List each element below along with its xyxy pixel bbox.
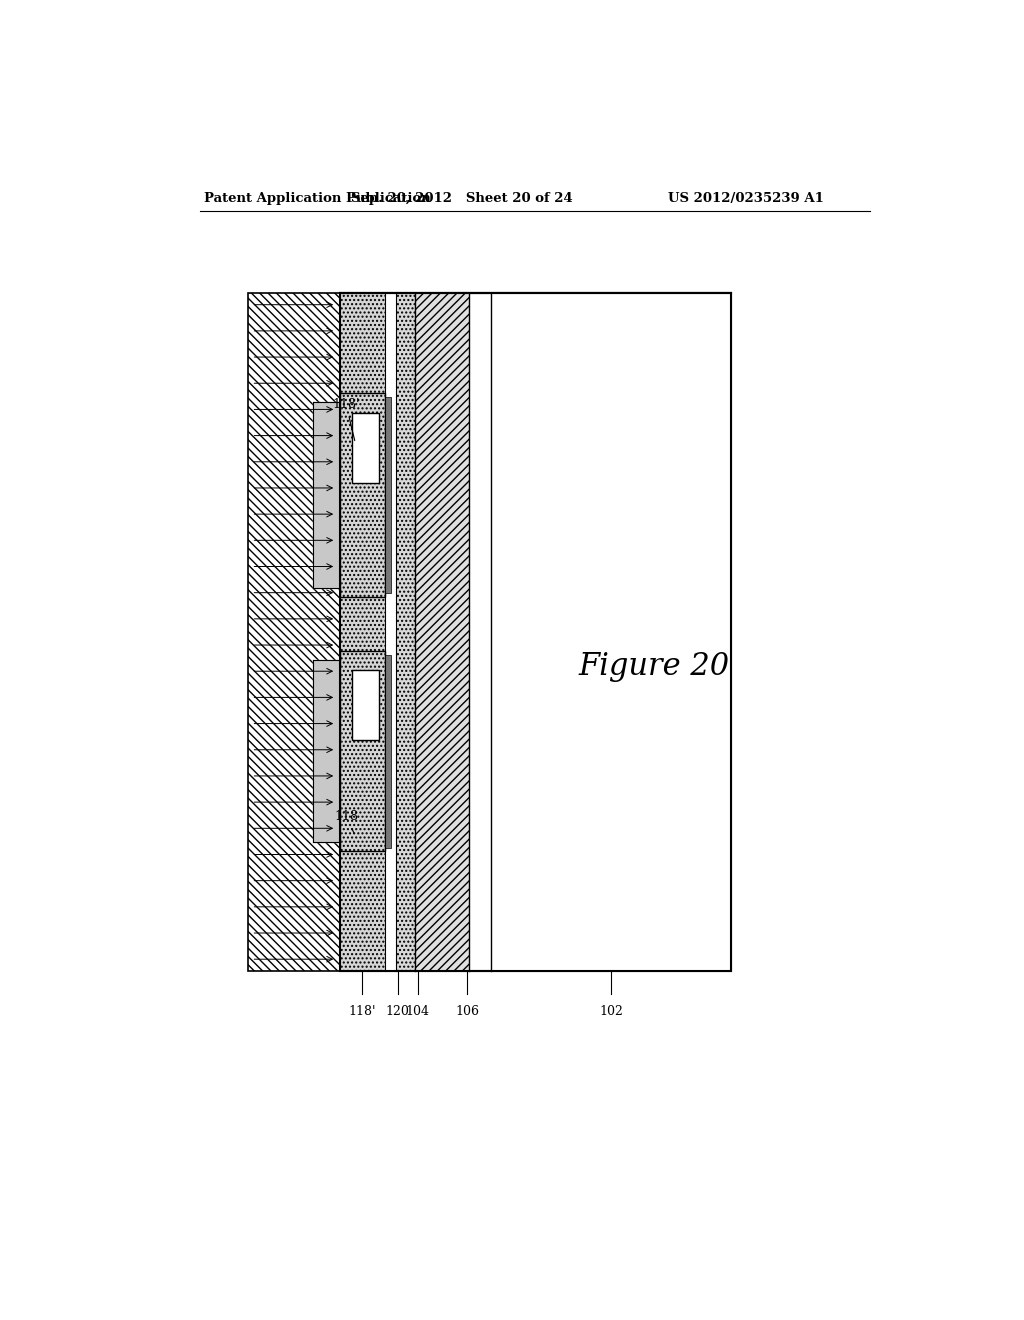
Bar <box>340 293 731 970</box>
Bar <box>490 293 731 970</box>
Bar <box>340 651 385 851</box>
Bar <box>340 851 385 970</box>
Bar <box>351 671 379 739</box>
Text: 104: 104 <box>406 1006 430 1019</box>
Text: 118: 118 <box>334 810 358 833</box>
Polygon shape <box>313 403 340 589</box>
Text: 118': 118' <box>333 399 359 441</box>
Bar <box>416 293 469 970</box>
Bar <box>340 393 385 598</box>
Polygon shape <box>313 660 340 842</box>
Bar <box>351 413 379 483</box>
Text: 118': 118' <box>348 1006 376 1019</box>
Text: 102: 102 <box>599 1006 623 1019</box>
Bar <box>385 655 391 847</box>
Text: Patent Application Publication: Patent Application Publication <box>204 191 430 205</box>
Bar <box>385 397 391 594</box>
Bar <box>385 293 396 970</box>
Bar <box>340 293 731 970</box>
Text: 120: 120 <box>386 1006 410 1019</box>
Text: US 2012/0235239 A1: US 2012/0235239 A1 <box>668 191 823 205</box>
Bar <box>396 293 416 970</box>
Bar <box>248 293 340 970</box>
Text: Sep. 20, 2012   Sheet 20 of 24: Sep. 20, 2012 Sheet 20 of 24 <box>351 191 572 205</box>
Bar <box>340 597 385 651</box>
Text: Figure 20: Figure 20 <box>579 651 730 682</box>
Text: 106: 106 <box>455 1006 479 1019</box>
Bar <box>340 293 385 393</box>
Bar <box>340 293 385 970</box>
